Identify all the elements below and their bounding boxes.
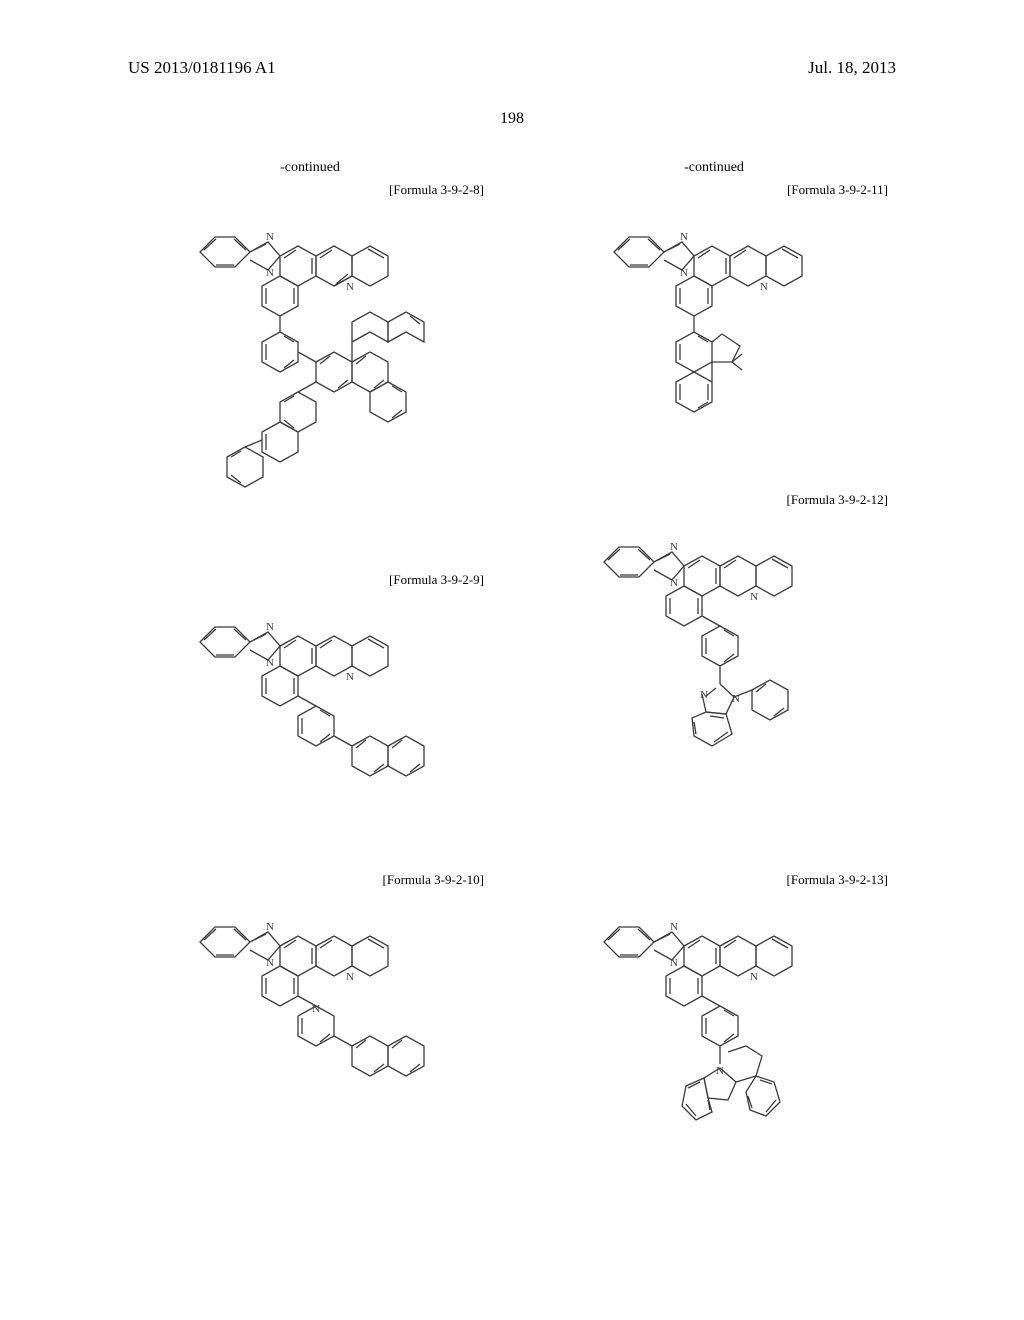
patent-page: US 2013/0181196 A1 Jul. 18, 2013 198 -co… [0, 0, 1024, 1320]
publication-date: Jul. 18, 2013 [808, 58, 896, 78]
publication-number: US 2013/0181196 A1 [128, 58, 276, 78]
svg-text:N: N [680, 231, 688, 243]
svg-text:N: N [750, 591, 758, 603]
formula-3-9-2-8: [Formula 3-9-2-8] N [128, 182, 492, 512]
svg-text:N: N [670, 541, 678, 553]
svg-text:N: N [346, 971, 354, 983]
continued-label: -continued [128, 160, 492, 176]
formula-3-9-2-10: [Formula 3-9-2-10] N N [128, 872, 492, 1112]
formula-label: [Formula 3-9-2-12] [787, 492, 888, 508]
chemical-structure: N N N [170, 892, 450, 1112]
svg-text:N: N [266, 267, 274, 279]
svg-text:N: N [266, 621, 274, 633]
formula-label: [Formula 3-9-2-10] [383, 872, 484, 888]
right-column: -continued [Formula 3-9-2-11] N [532, 160, 896, 1260]
svg-text:N: N [670, 577, 678, 589]
svg-text:N: N [346, 671, 354, 683]
left-column: -continued [Formula 3-9-2-8] [128, 160, 492, 1260]
chemical-structure: N N N [574, 892, 854, 1202]
page-number: 198 [0, 110, 1024, 128]
formula-3-9-2-13: [Formula 3-9-2-13] N N [532, 872, 896, 1202]
chemical-structure: N N N [574, 512, 854, 822]
formula-3-9-2-12: [Formula 3-9-2-12] N N [532, 492, 896, 822]
formula-3-9-2-9: [Formula 3-9-2-9] N N [128, 572, 492, 812]
formula-label: [Formula 3-9-2-11] [787, 182, 888, 198]
svg-text:N: N [266, 921, 274, 933]
chemical-structure: N N N [160, 202, 460, 512]
formula-label: [Formula 3-9-2-8] [389, 182, 484, 198]
continued-label: -continued [532, 160, 896, 176]
formula-label: [Formula 3-9-2-13] [787, 872, 888, 888]
svg-text:N: N [670, 957, 678, 969]
page-header: US 2013/0181196 A1 Jul. 18, 2013 [0, 58, 1024, 88]
svg-text:N: N [750, 971, 758, 983]
svg-text:N: N [670, 921, 678, 933]
chemical-structure: N N N [170, 592, 450, 812]
formula-3-9-2-11: [Formula 3-9-2-11] N N [532, 182, 896, 442]
svg-text:N: N [346, 281, 354, 293]
content-columns: -continued [Formula 3-9-2-8] [128, 160, 896, 1260]
svg-text:N: N [266, 957, 274, 969]
svg-text:N: N [266, 231, 274, 243]
formula-label: [Formula 3-9-2-9] [389, 572, 484, 588]
svg-text:N: N [312, 1003, 320, 1015]
chemical-structure: N N N [584, 202, 844, 442]
svg-text:N: N [760, 281, 768, 293]
svg-text:N: N [680, 267, 688, 279]
svg-text:N: N [266, 657, 274, 669]
